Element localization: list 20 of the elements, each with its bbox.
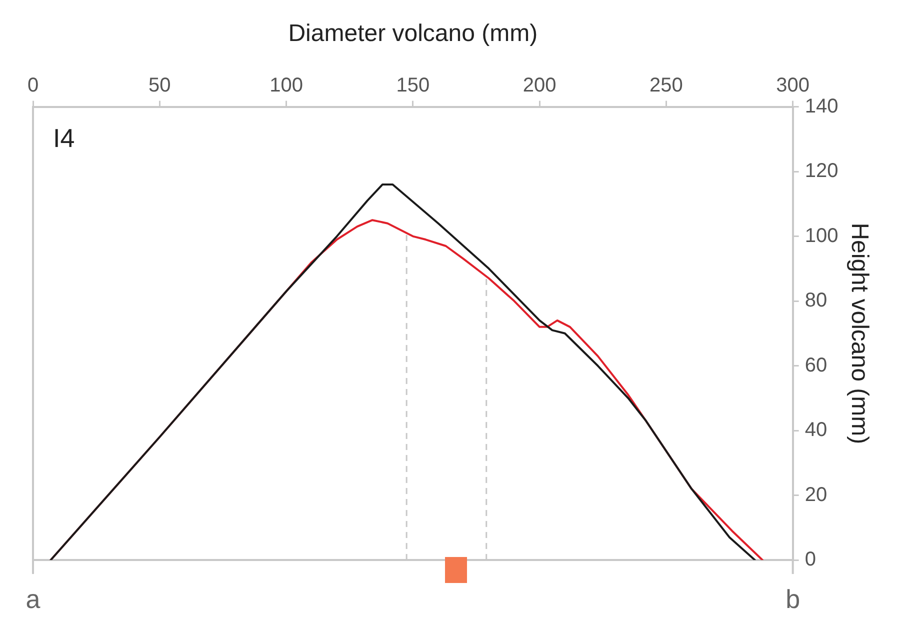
annotation: I4 xyxy=(53,122,75,153)
text: b xyxy=(786,584,800,614)
y-tick-label: 140 xyxy=(804,95,838,118)
y-tick-label: 120 xyxy=(804,160,838,182)
y-tick-label: 40 xyxy=(804,419,828,442)
x-tick-label: 150 xyxy=(396,74,430,96)
text: a xyxy=(26,584,41,614)
x-tick-label: 0 xyxy=(27,74,39,96)
x-tick-label: 300 xyxy=(776,74,810,96)
y-tick-label: 100 xyxy=(804,224,838,247)
y-tick-label: 20 xyxy=(804,484,828,506)
x-tick-label: 200 xyxy=(522,74,556,96)
x-tick-label: 50 xyxy=(148,74,171,96)
x-axis-title: Diameter volcano (mm) xyxy=(288,20,538,48)
y-axis-title: Height volcano (mm) xyxy=(846,222,873,444)
y-tick-label: 60 xyxy=(804,354,828,376)
x-tick-label: 100 xyxy=(270,74,303,96)
y-tick-label: 0 xyxy=(804,548,816,571)
y-tick-label: 80 xyxy=(804,290,828,312)
x-tick-label: 250 xyxy=(650,74,683,96)
